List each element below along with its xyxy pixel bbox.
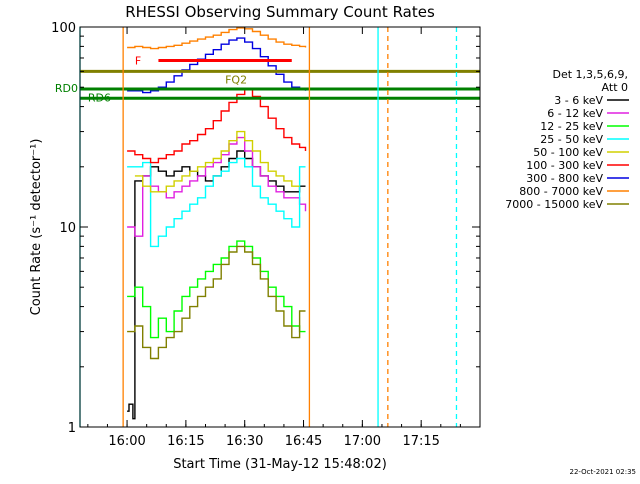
y-axis-label: Count Rate (s⁻¹ detector⁻¹)	[29, 139, 44, 316]
x-tick-label-0: 16:00	[108, 434, 145, 449]
axis-ticks-layer: 16:00 16:15 16:30 16:45 17:00 17:15 1 10 100	[51, 21, 481, 449]
legend-label-4: 50 - 100 keV	[533, 146, 603, 159]
y-tick-label-1: 10	[59, 221, 76, 236]
generation-timestamp: 22-Oct-2021 02:35	[570, 468, 636, 476]
flag-label-3: RD6	[88, 91, 111, 104]
legend-label-3: 25 - 50 keV	[540, 133, 603, 146]
chart-title: RHESSI Observing Summary Count Rates	[125, 3, 435, 21]
legend-header-0: Det 1,3,5,6,9,	[552, 68, 628, 81]
series-line-3	[127, 157, 306, 248]
x-tick-label-2: 16:30	[226, 434, 263, 449]
series-line-2	[127, 240, 306, 339]
x-tick-label-4: 17:00	[344, 434, 381, 449]
legend-label-0: 3 - 6 keV	[554, 94, 603, 107]
flag-label-0: F	[135, 54, 141, 67]
series-line-4	[134, 130, 300, 193]
x-tick-label-3: 16:45	[285, 434, 322, 449]
series-line-1	[127, 136, 307, 237]
legend-label-5: 100 - 300 keV	[526, 159, 603, 172]
y-tick-label-2: 100	[51, 21, 76, 36]
flag-label-1: FQ2	[225, 73, 247, 86]
legend-label-7: 800 - 7000 keV	[519, 185, 603, 198]
x-axis-label: Start Time (31-May-12 15:48:02)	[173, 457, 387, 472]
series-line-5	[127, 88, 307, 164]
legend-label-8: 7000 - 15000 keV	[505, 198, 603, 211]
legend-label-1: 6 - 12 keV	[547, 107, 603, 120]
series-line-7	[127, 27, 307, 50]
legend-label-6: 300 - 800 keV	[526, 172, 603, 185]
legend-label-2: 12 - 25 keV	[540, 120, 603, 133]
flag-label-2: RD0	[55, 82, 78, 95]
legend-header-1: Att 0	[602, 81, 628, 94]
x-tick-label-1: 16:15	[167, 434, 204, 449]
y-tick-label-0: 1	[68, 421, 76, 436]
series-line-8	[127, 245, 306, 360]
flag-bars-layer: F FQ2 RD0 RD6	[55, 54, 480, 104]
x-tick-label-5: 17:15	[402, 434, 439, 449]
series-line-6	[127, 37, 307, 94]
series-layer	[127, 27, 307, 420]
